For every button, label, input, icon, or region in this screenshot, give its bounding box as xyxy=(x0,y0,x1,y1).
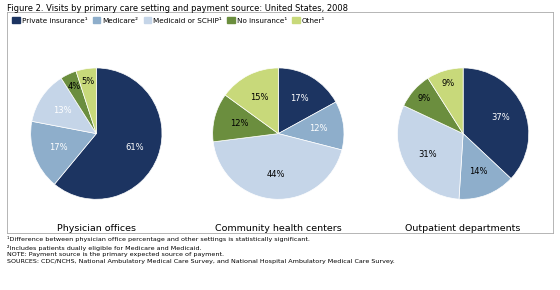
Wedge shape xyxy=(61,71,96,134)
Wedge shape xyxy=(428,68,463,134)
Wedge shape xyxy=(404,78,463,134)
Legend: Private insurance¹, Medicare², Medicaid or SCHIP¹, No insurance¹, Other¹: Private insurance¹, Medicare², Medicaid … xyxy=(10,15,328,26)
Title: Community health centers: Community health centers xyxy=(215,224,342,233)
Text: 17%: 17% xyxy=(49,143,67,152)
Text: 4%: 4% xyxy=(67,81,81,90)
Text: 31%: 31% xyxy=(419,150,437,159)
Wedge shape xyxy=(32,78,96,134)
Text: 17%: 17% xyxy=(290,94,309,103)
Wedge shape xyxy=(225,68,278,134)
Wedge shape xyxy=(213,95,278,142)
Wedge shape xyxy=(31,121,96,184)
Text: 61%: 61% xyxy=(125,143,144,152)
Wedge shape xyxy=(398,106,463,199)
Text: 9%: 9% xyxy=(417,94,430,103)
Text: 12%: 12% xyxy=(310,124,328,133)
Text: 15%: 15% xyxy=(250,93,269,102)
Text: 12%: 12% xyxy=(230,119,248,128)
Text: 14%: 14% xyxy=(469,167,487,176)
Wedge shape xyxy=(54,68,162,199)
Wedge shape xyxy=(278,102,344,150)
Wedge shape xyxy=(76,68,96,134)
Wedge shape xyxy=(213,134,342,199)
Text: 37%: 37% xyxy=(491,113,510,122)
Title: Physician offices: Physician offices xyxy=(57,224,136,233)
Text: Figure 2. Visits by primary care setting and payment source: United States, 2008: Figure 2. Visits by primary care setting… xyxy=(7,4,348,13)
Text: 5%: 5% xyxy=(81,77,95,86)
Wedge shape xyxy=(278,68,336,134)
Wedge shape xyxy=(459,134,511,199)
Text: 44%: 44% xyxy=(267,170,285,179)
Title: Outpatient departments: Outpatient departments xyxy=(405,224,521,233)
Text: ¹Difference between physician office percentage and other settings is statistica: ¹Difference between physician office per… xyxy=(7,236,394,264)
Wedge shape xyxy=(463,68,529,179)
Text: 9%: 9% xyxy=(442,79,455,88)
Text: 13%: 13% xyxy=(53,106,72,115)
